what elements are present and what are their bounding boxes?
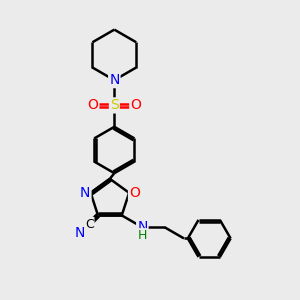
Text: N: N	[75, 226, 85, 240]
Text: O: O	[130, 98, 141, 112]
Text: N: N	[137, 220, 148, 234]
Text: S: S	[110, 98, 119, 112]
Text: O: O	[129, 186, 140, 200]
Text: C: C	[85, 218, 94, 231]
Text: N: N	[109, 73, 119, 87]
Text: O: O	[88, 98, 98, 112]
Text: N: N	[80, 186, 91, 200]
Text: H: H	[138, 229, 147, 242]
